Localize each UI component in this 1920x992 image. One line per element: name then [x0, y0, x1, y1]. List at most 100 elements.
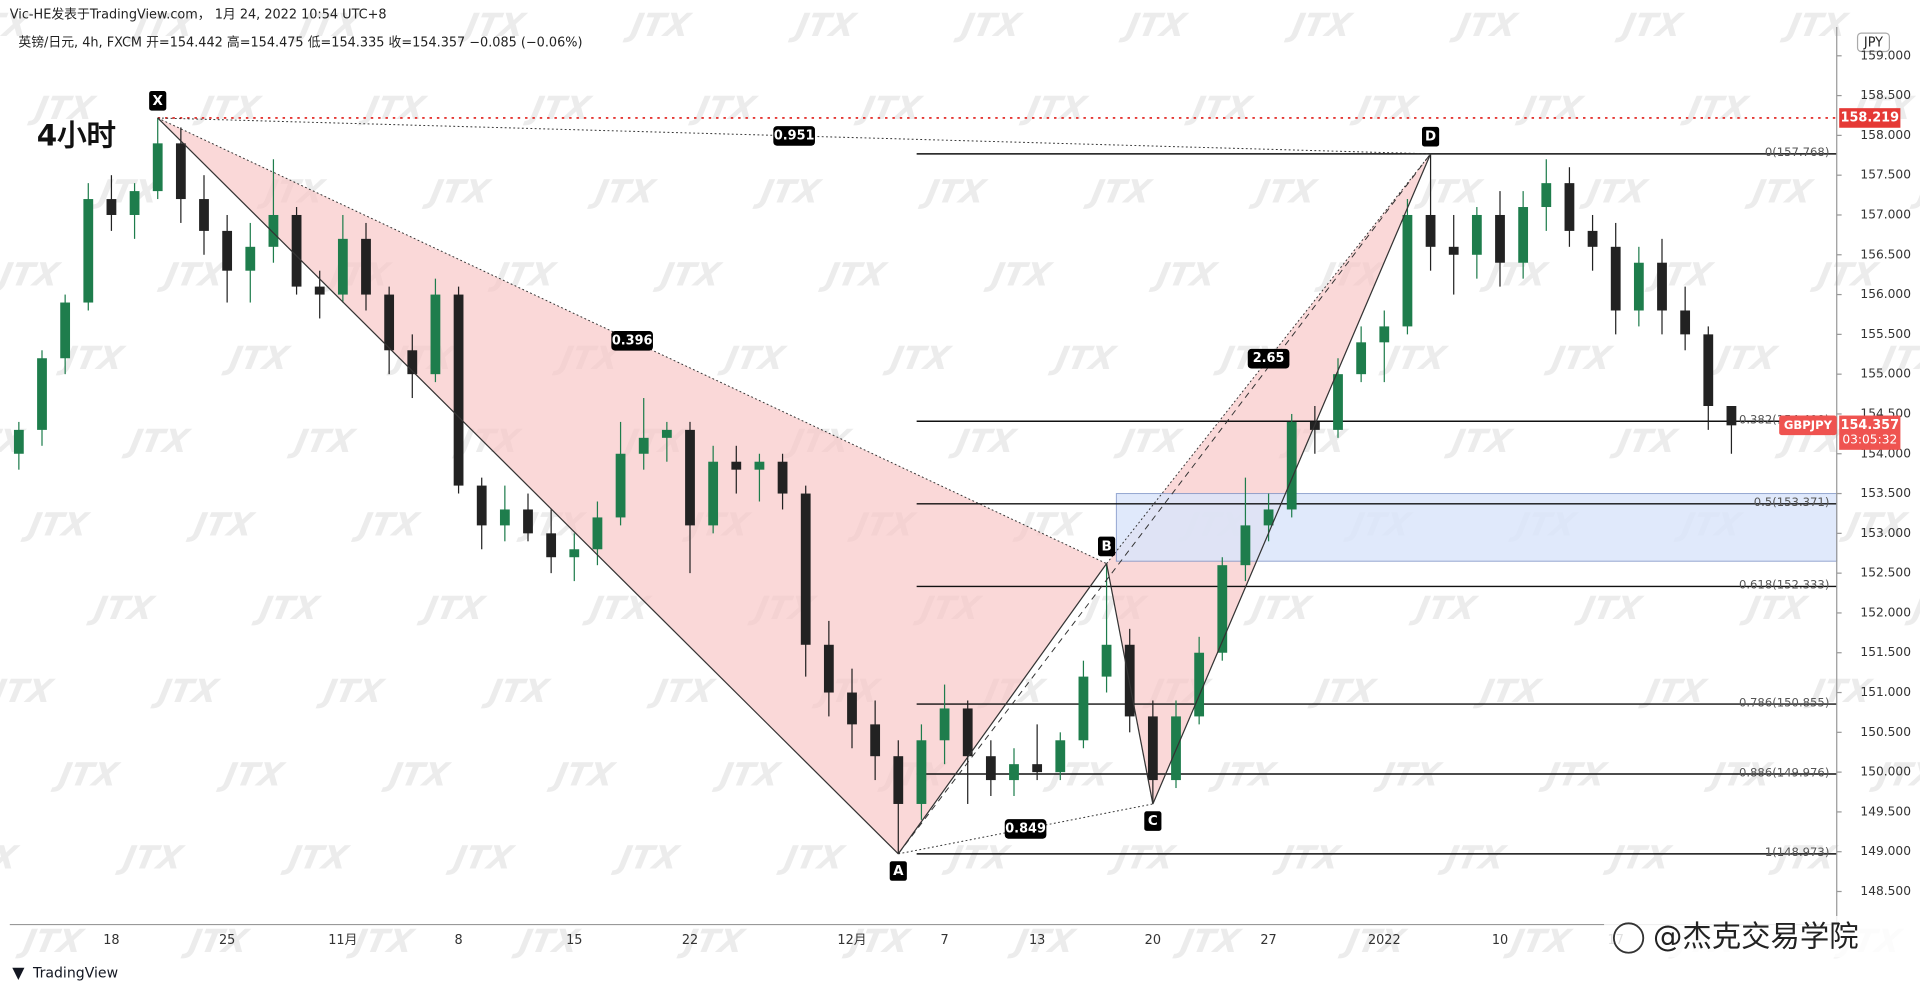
watermark: JTX	[817, 256, 891, 294]
candle-body	[129, 191, 140, 215]
watermark: JTX	[0, 672, 58, 710]
watermark: JTX	[1738, 589, 1812, 627]
watermark: JTX	[356, 90, 430, 128]
watermark: JTX	[675, 922, 749, 960]
ratio-label: 0.951	[774, 128, 815, 143]
x-tick-label: 25	[219, 933, 235, 948]
watermark: JTX	[1377, 339, 1451, 377]
watermark: JTX	[1708, 339, 1782, 377]
candle-body	[83, 199, 94, 303]
x-tick-label: 20	[1145, 933, 1161, 948]
watermark: JTX	[947, 423, 1021, 461]
watermark: JTX	[787, 6, 861, 44]
y-tick-label: 150.500	[1860, 725, 1911, 739]
watermark: JTX	[1448, 6, 1522, 44]
point-label: D	[1425, 130, 1436, 145]
pattern-leg	[897, 563, 1108, 855]
candle-body	[60, 302, 71, 359]
candle-body	[962, 708, 973, 757]
pattern-ratio-line	[1106, 153, 1431, 564]
watermark: JTX	[1413, 173, 1487, 211]
candle-body	[731, 461, 742, 470]
candle-body	[1356, 342, 1367, 375]
watermark: JTX	[85, 589, 159, 627]
x-tick-label: 22	[682, 933, 698, 948]
y-tick-label: 156.000	[1860, 287, 1911, 301]
watermark: JTX	[315, 672, 389, 710]
watermark: JTX	[1767, 839, 1841, 877]
candle-body	[823, 644, 834, 693]
candle-body	[106, 199, 117, 215]
candle-body	[1333, 374, 1343, 430]
ratio-label: 0.849	[1005, 821, 1046, 836]
pattern-leg	[1152, 153, 1432, 805]
candle-body	[1471, 214, 1482, 255]
point-label: C	[1148, 814, 1158, 829]
point-box	[1098, 536, 1116, 557]
watermark: JTX	[1602, 839, 1676, 877]
watermark: JTX	[416, 589, 490, 627]
watermark: JTX	[1018, 90, 1092, 128]
candle-body	[1541, 183, 1552, 208]
watermark: JTX	[456, 6, 530, 44]
watermark: JTX	[1117, 6, 1191, 44]
watermark: JTX	[1502, 922, 1576, 960]
watermark: JTX	[751, 173, 825, 211]
candle-body	[1726, 406, 1737, 426]
candle-body	[222, 230, 233, 271]
watermark: JTX	[421, 173, 495, 211]
watermark: JTX	[185, 506, 259, 544]
candle-body	[337, 238, 348, 295]
candle-body	[985, 756, 996, 781]
candle-body	[754, 461, 765, 470]
pattern-leg	[157, 117, 899, 855]
candle-body	[13, 429, 24, 454]
watermark: JTX	[952, 6, 1026, 44]
pattern-triangle	[157, 117, 1107, 854]
candle-body	[939, 708, 950, 741]
watermark: JTX	[1608, 423, 1682, 461]
candle-body	[615, 453, 626, 518]
watermark: JTX	[286, 423, 360, 461]
x-tick-label: 27	[1260, 933, 1276, 948]
watermark: JTX	[841, 922, 915, 960]
candle-body	[592, 517, 603, 550]
watermark: JTX	[1436, 839, 1510, 877]
y-tick-label: 149.000	[1860, 844, 1911, 858]
watermark: JTX	[26, 90, 100, 128]
y-tick-label: 153.000	[1860, 526, 1911, 540]
watermark: JTX	[1779, 6, 1853, 44]
watermark: JTX	[881, 339, 955, 377]
watermark: JTX	[19, 506, 93, 544]
candle-body	[777, 461, 788, 494]
credit-icon	[1612, 922, 1645, 954]
y-tick-label: 150.000	[1860, 765, 1911, 779]
candle-body	[1078, 676, 1089, 741]
watermark: JTX	[291, 6, 365, 44]
watermark: JTX	[1809, 256, 1883, 294]
candle-body	[175, 143, 186, 200]
candle-body	[685, 429, 695, 526]
watermark: JTX	[1271, 839, 1345, 877]
y-tick-label: 148.500	[1860, 884, 1911, 898]
y-tick-label: 155.000	[1860, 367, 1911, 381]
x-tick-label: 10	[1492, 933, 1508, 948]
watermark: JTX	[350, 506, 424, 544]
candle-body	[1217, 565, 1228, 653]
watermark: JTX	[120, 423, 194, 461]
countdown: 03:05:32	[1842, 433, 1897, 447]
watermark: JTX	[982, 256, 1056, 294]
x-tick-label: 7	[940, 933, 948, 948]
watermark: JTX	[510, 922, 584, 960]
y-tick-label: 153.500	[1860, 486, 1911, 500]
candle-body	[476, 485, 487, 526]
watermark: JTX	[345, 922, 419, 960]
candle-body	[1657, 262, 1667, 311]
watermark: JTX	[687, 90, 761, 128]
candle-body	[499, 509, 510, 526]
watermark: JTX	[1283, 6, 1357, 44]
fib-label: 0(157.768)	[1765, 145, 1830, 159]
candle-body	[1402, 214, 1413, 327]
watermark: JTX	[1106, 839, 1180, 877]
